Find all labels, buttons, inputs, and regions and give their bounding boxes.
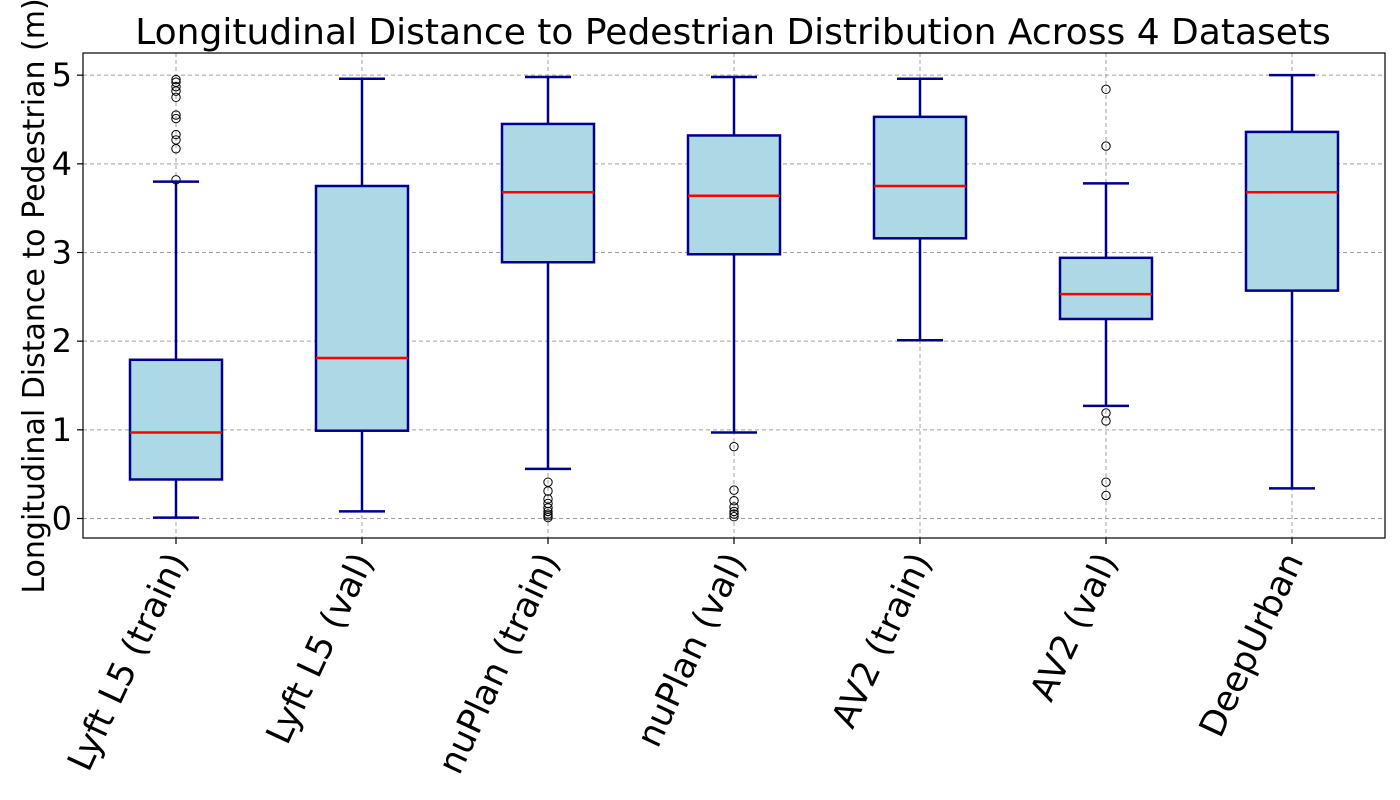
outlier-point	[729, 496, 739, 506]
box-4	[686, 75, 782, 522]
outlier-point	[171, 74, 181, 85]
x-tick-label: nuPlan (train)	[431, 547, 568, 780]
chart-title: Longitudinal Distance to Pedestrian Dist…	[135, 12, 1331, 53]
y-axis-ticks: 0 1 2 3 4 5	[52, 56, 83, 537]
box-3	[500, 75, 596, 523]
outlier-point	[1101, 490, 1111, 501]
outlier-point	[1101, 477, 1111, 487]
box-iqr	[1058, 256, 1154, 321]
box-6	[1058, 84, 1154, 501]
outlier-point	[171, 110, 181, 120]
x-tick-label: Lyft L5 (train)	[60, 547, 196, 777]
box-iqr	[1244, 130, 1340, 292]
box-1	[128, 74, 224, 519]
x-tick-label: AV2 (train)	[825, 547, 941, 734]
y-tick-label: 0	[52, 499, 72, 537]
box-series	[128, 73, 1340, 523]
outlier-point	[543, 512, 553, 523]
outlier-point	[729, 441, 739, 452]
outlier-point	[171, 81, 181, 92]
outlier-point	[171, 113, 181, 124]
outlier-point	[729, 509, 739, 519]
outlier-point	[1101, 416, 1111, 426]
x-tick-label: Lyft L5 (val)	[259, 547, 382, 750]
outlier-point	[1101, 141, 1111, 151]
y-tick-label: 1	[52, 411, 72, 449]
box-iqr	[314, 184, 410, 432]
x-axis-ticks: Lyft L5 (train) Lyft L5 (val) nuPlan (trai…	[60, 538, 1312, 780]
y-tick-label: 2	[52, 322, 72, 360]
y-axis-label: Longitudinal Distance to Pedestrian (m)	[17, 0, 52, 594]
outlier-point	[171, 135, 181, 145]
outlier-point	[543, 506, 553, 517]
outlier-point	[729, 502, 739, 512]
x-tick-label: nuPlan (val)	[630, 547, 755, 753]
x-tick-label: AV2 (val)	[1023, 547, 1126, 707]
x-tick-label: DeepUrban	[1192, 547, 1312, 743]
outlier-point	[729, 485, 739, 495]
outlier-point	[171, 77, 181, 87]
y-tick-label: 3	[52, 233, 72, 271]
outlier-point	[171, 129, 181, 140]
box-7	[1244, 73, 1340, 490]
outlier-point	[729, 506, 739, 517]
box-2	[314, 77, 410, 513]
outlier-point	[171, 92, 181, 103]
y-tick-label: 5	[52, 56, 72, 94]
y-tick-label: 4	[52, 145, 72, 183]
box-iqr	[128, 358, 224, 481]
outlier-point	[1101, 84, 1111, 95]
box-5	[872, 77, 968, 342]
box-iqr	[872, 115, 968, 240]
outlier-point	[729, 512, 739, 522]
outlier-point	[171, 175, 181, 185]
